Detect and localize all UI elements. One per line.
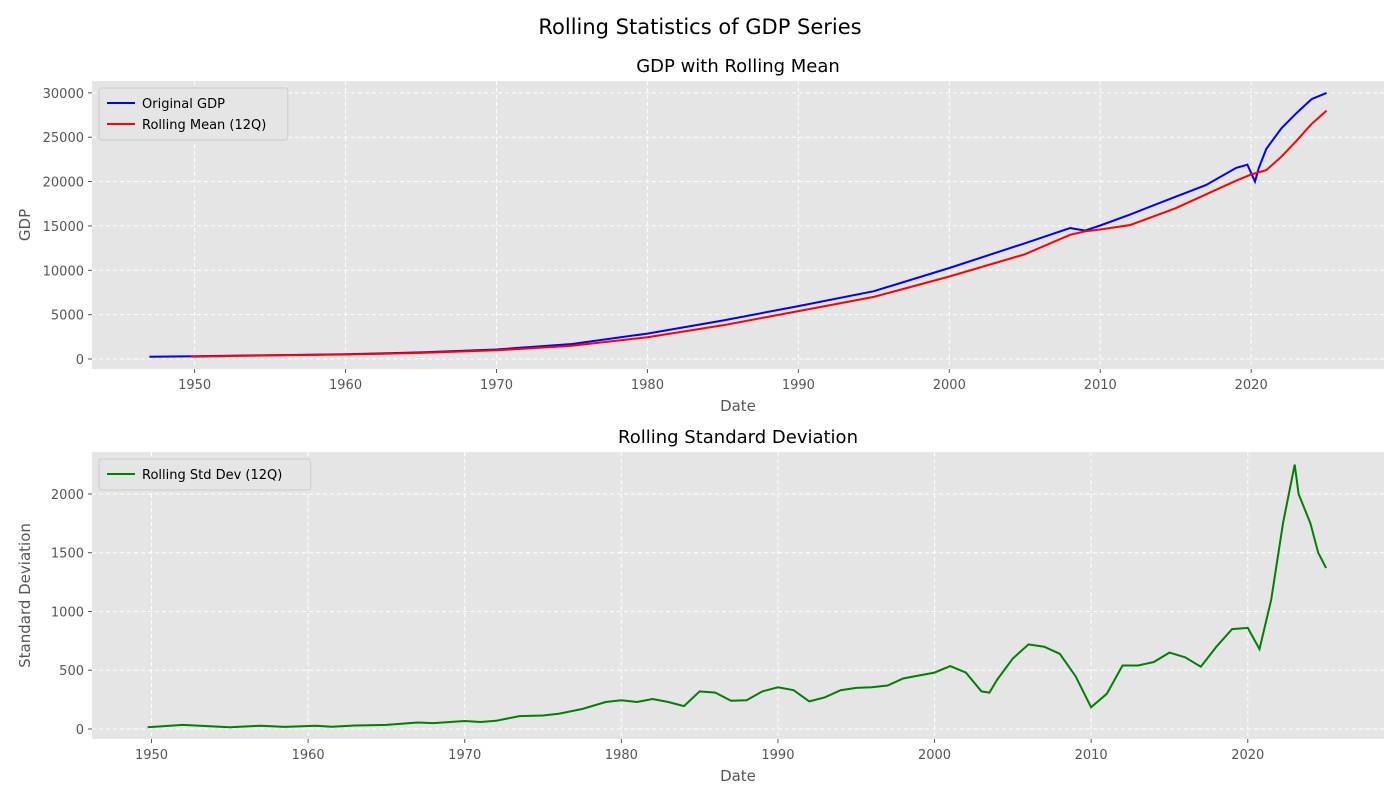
x-tick-label: 2010 xyxy=(1075,748,1108,763)
x-tick-label: 1950 xyxy=(135,748,168,763)
plot-area xyxy=(92,452,1384,739)
y-tick-label: 5000 xyxy=(51,309,84,324)
x-tick-label: 1970 xyxy=(480,378,513,393)
legend xyxy=(98,458,312,491)
y-tick-label: 1500 xyxy=(51,547,84,562)
legend-label: Rolling Std Dev (12Q) xyxy=(142,468,282,483)
y-tick-label: 0 xyxy=(76,353,84,368)
legend-label: Original GDP xyxy=(142,97,225,112)
x-tick-label: 1960 xyxy=(292,748,325,763)
y-tick-label: 25000 xyxy=(43,131,84,146)
y-tick-label: 1000 xyxy=(51,605,84,620)
y-tick-label: 500 xyxy=(59,664,84,679)
data-line xyxy=(190,109,1328,358)
y-tick-label: 2000 xyxy=(51,488,84,503)
y-tick-label: 15000 xyxy=(43,220,84,235)
chart-title: Rolling Standard Deviation xyxy=(618,427,858,448)
x-tick-label: 2020 xyxy=(1235,378,1268,393)
legend-label: Rolling Mean (12Q) xyxy=(142,118,266,133)
y-axis-label: Standard Deviation xyxy=(16,523,34,668)
plot-area xyxy=(92,81,1384,369)
y-axis-label: GDP xyxy=(16,209,34,241)
x-tick-label: 2010 xyxy=(1084,378,1117,393)
y-tick-label: 0 xyxy=(76,723,84,738)
x-tick-label: 1980 xyxy=(605,748,638,763)
x-tick-label: 1990 xyxy=(782,378,815,393)
x-axis-label: Date xyxy=(720,767,756,785)
y-tick-label: 30000 xyxy=(43,87,84,102)
x-tick-label: 2000 xyxy=(933,378,966,393)
data-line xyxy=(147,464,1327,729)
x-axis-label: Date xyxy=(720,397,756,415)
x-tick-label: 1970 xyxy=(448,748,481,763)
x-tick-label: 1950 xyxy=(178,378,211,393)
y-tick-label: 20000 xyxy=(43,176,84,191)
chart-title: GDP with Rolling Mean xyxy=(636,56,840,77)
x-tick-label: 2020 xyxy=(1231,748,1264,763)
x-tick-label: 1960 xyxy=(329,378,362,393)
legend xyxy=(98,87,289,141)
x-tick-label: 2000 xyxy=(918,748,951,763)
x-tick-label: 1990 xyxy=(761,748,794,763)
x-tick-label: 1980 xyxy=(631,378,664,393)
y-tick-label: 10000 xyxy=(43,264,84,279)
figure-title: Rolling Statistics of GDP Series xyxy=(538,15,861,39)
